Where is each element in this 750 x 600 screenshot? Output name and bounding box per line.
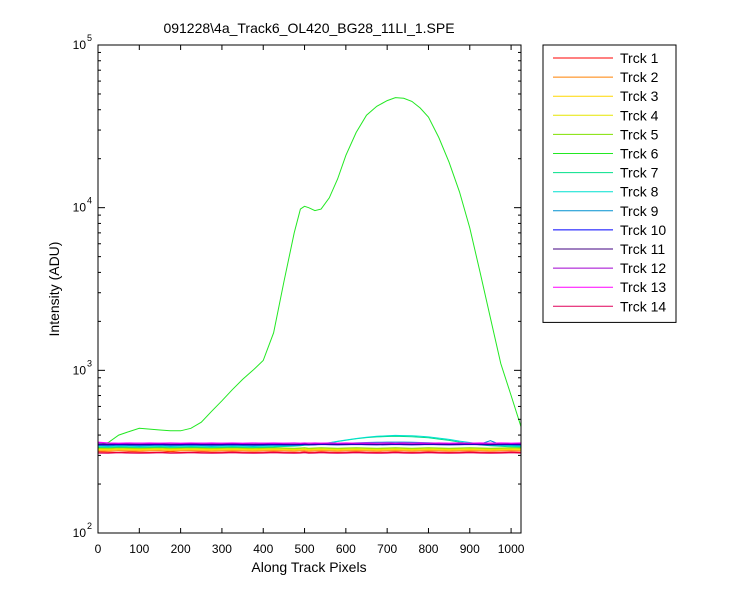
legend-label-14: Trck 14 [620,298,666,314]
legend-label-1: Trck 1 [620,50,659,66]
legend-box [542,44,677,323]
series-line-1 [97,451,522,453]
x-axis-label: Along Track Pixels [251,559,366,575]
x-tick-label: 900 [460,542,480,556]
x-tick-label: 300 [212,542,232,556]
legend: Trck 1 Trck 2 Trck 3 Trck 4 Trck 5 Trck 6 Trck… [542,44,677,323]
x-tick-label: 1000 [498,542,525,556]
y-tick-label: 10 [73,201,87,215]
y-tick-exponent: 4 [87,196,92,206]
chart-title: 091228\4a_Track6_OL420_BG28_11LI_1.SPE [163,20,454,36]
legend-label-7: Trck 7 [620,165,659,181]
legend-label-3: Trck 3 [620,88,659,104]
x-tick-label: 700 [377,542,397,556]
y-tick-exponent: 3 [87,358,92,368]
legend-label-8: Trck 8 [620,184,659,200]
legend-label-12: Trck 12 [620,260,666,276]
legend-label-10: Trck 10 [620,222,666,238]
series-line-2 [97,450,522,452]
series-line-3 [97,448,522,451]
x-tick-label: 500 [295,542,315,556]
y-axis-label: Intensity (ADU) [46,242,62,337]
series-line-14 [97,452,522,454]
x-tick-label: 600 [336,542,356,556]
legend-label-4: Trck 4 [620,107,659,123]
plot-area [98,45,521,533]
series-line-6 [97,97,522,446]
y-tick-label: 10 [73,38,87,52]
y-tick-exponent: 5 [87,33,92,43]
legend-label-11: Trck 11 [620,241,665,257]
x-tick-label: 100 [129,542,149,556]
legend-label-5: Trck 5 [620,126,659,142]
legend-label-2: Trck 2 [620,69,659,85]
x-tick-label: 0 [95,542,102,556]
x-tick-label: 200 [171,542,191,556]
series-layer [97,97,522,454]
series-line-13 [97,441,522,444]
legend-label-9: Trck 9 [620,203,659,219]
y-tick-label: 10 [73,363,87,377]
y-tick-exponent: 2 [87,521,92,531]
legend-label-6: Trck 6 [620,146,659,162]
x-tick-label: 400 [253,542,273,556]
y-tick-label: 10 [73,526,87,540]
legend-label-13: Trck 13 [620,279,666,295]
plot-frame [97,44,522,534]
x-tick-label: 800 [418,542,438,556]
